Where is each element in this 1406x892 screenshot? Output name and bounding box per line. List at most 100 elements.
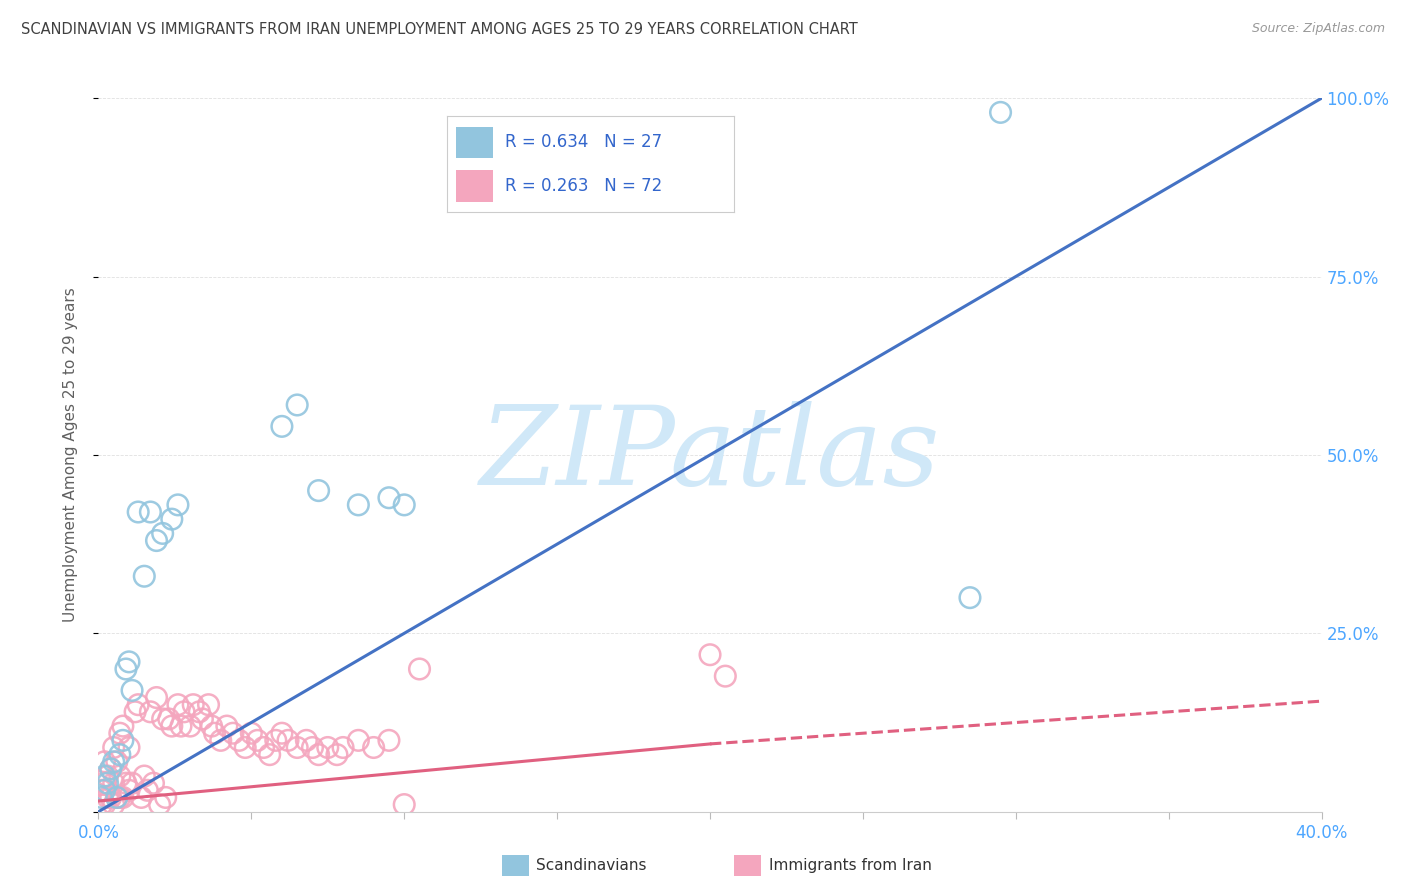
Point [93, 797, 115, 812]
Point [252, 740, 274, 755]
Point [215, 719, 238, 733]
Bar [734, 855, 762, 876]
Point [124, 705, 146, 719]
Point [959, 591, 981, 605]
Point [103, 755, 125, 769]
Point [173, 705, 195, 719]
Point [121, 683, 143, 698]
Point [181, 698, 204, 712]
Point [209, 733, 232, 747]
Point [259, 747, 281, 762]
Point [378, 491, 401, 505]
Point [139, 705, 162, 719]
Point [145, 533, 167, 548]
Point [204, 726, 226, 740]
Point [118, 740, 141, 755]
Point [100, 762, 122, 776]
Point [285, 740, 308, 755]
Point [308, 483, 330, 498]
Point [308, 747, 330, 762]
Point [105, 755, 128, 769]
Bar [502, 855, 529, 876]
Point [111, 719, 134, 733]
Point [115, 662, 138, 676]
Point [90, 783, 112, 797]
Point [115, 776, 138, 790]
Point [378, 733, 401, 747]
Point [134, 769, 156, 783]
Point [97, 790, 120, 805]
Point [103, 776, 125, 790]
Point [136, 783, 159, 797]
Point [188, 705, 211, 719]
Point [103, 740, 125, 755]
Point [160, 512, 183, 526]
Point [105, 790, 128, 805]
Point [197, 698, 219, 712]
Point [97, 776, 120, 790]
Point [97, 769, 120, 783]
Point [222, 726, 245, 740]
Point [157, 712, 180, 726]
Point [233, 740, 256, 755]
Point [108, 790, 131, 805]
Point [392, 498, 416, 512]
Point [990, 105, 1012, 120]
Point [100, 762, 122, 776]
Point [93, 776, 115, 790]
Point [326, 747, 349, 762]
Point [108, 769, 131, 783]
Point [179, 719, 201, 733]
Point [134, 569, 156, 583]
Point [277, 733, 299, 747]
Point [118, 655, 141, 669]
Text: SCANDINAVIAN VS IMMIGRANTS FROM IRAN UNEMPLOYMENT AMONG AGES 25 TO 29 YEARS CORR: SCANDINAVIAN VS IMMIGRANTS FROM IRAN UNE… [21, 22, 858, 37]
Text: Immigrants from Iran: Immigrants from Iran [769, 858, 932, 872]
Point [191, 712, 214, 726]
Point [167, 698, 190, 712]
Point [105, 790, 128, 805]
Point [347, 733, 370, 747]
Point [347, 498, 370, 512]
Point [301, 740, 323, 755]
Text: ZIPatlas: ZIPatlas [479, 401, 941, 508]
Point [264, 733, 287, 747]
Point [145, 690, 167, 705]
Point [121, 776, 143, 790]
Point [108, 747, 131, 762]
Point [93, 783, 115, 797]
Point [408, 662, 430, 676]
Point [714, 669, 737, 683]
Point [103, 797, 125, 812]
Point [246, 733, 269, 747]
Point [93, 755, 115, 769]
Point [127, 698, 149, 712]
Point [118, 783, 141, 797]
Point [139, 505, 162, 519]
Point [152, 712, 174, 726]
Point [155, 790, 177, 805]
Point [142, 776, 165, 790]
Point [240, 726, 263, 740]
Point [108, 726, 131, 740]
Point [149, 797, 172, 812]
Point [200, 719, 222, 733]
Point [285, 398, 308, 412]
Point [363, 740, 385, 755]
Y-axis label: Unemployment Among Ages 25 to 29 years: Unemployment Among Ages 25 to 29 years [63, 287, 77, 623]
Point [167, 498, 190, 512]
Point [392, 797, 416, 812]
Point [228, 733, 250, 747]
Text: Scandinavians: Scandinavians [536, 858, 647, 872]
Point [316, 740, 339, 755]
Point [332, 740, 354, 755]
Point [90, 790, 112, 805]
Point [152, 526, 174, 541]
Point [270, 726, 292, 740]
Point [129, 790, 152, 805]
Point [127, 505, 149, 519]
Point [160, 719, 183, 733]
Point [111, 790, 134, 805]
Point [170, 719, 193, 733]
Point [90, 797, 112, 812]
